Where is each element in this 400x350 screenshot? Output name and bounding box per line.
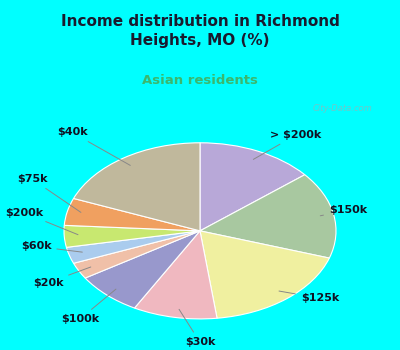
Text: $75k: $75k xyxy=(17,174,81,212)
Text: $30k: $30k xyxy=(179,309,215,347)
Wedge shape xyxy=(200,231,329,318)
Wedge shape xyxy=(64,198,200,231)
Wedge shape xyxy=(66,231,200,263)
Text: $150k: $150k xyxy=(320,205,367,216)
Wedge shape xyxy=(85,231,200,308)
Text: Asian residents: Asian residents xyxy=(142,74,258,87)
Text: $60k: $60k xyxy=(21,241,82,252)
Wedge shape xyxy=(64,225,200,247)
Text: $125k: $125k xyxy=(279,291,339,303)
Wedge shape xyxy=(134,231,217,319)
Text: > $200k: > $200k xyxy=(253,130,322,159)
Text: $20k: $20k xyxy=(33,267,91,288)
Wedge shape xyxy=(74,143,200,231)
Text: City-Data.com: City-Data.com xyxy=(312,104,372,113)
Wedge shape xyxy=(200,175,336,258)
Wedge shape xyxy=(200,143,305,231)
Text: $200k: $200k xyxy=(5,208,78,235)
Text: Income distribution in Richmond
Heights, MO (%): Income distribution in Richmond Heights,… xyxy=(60,14,340,48)
Text: $100k: $100k xyxy=(61,289,116,324)
Wedge shape xyxy=(74,231,200,278)
Text: $40k: $40k xyxy=(57,127,130,166)
